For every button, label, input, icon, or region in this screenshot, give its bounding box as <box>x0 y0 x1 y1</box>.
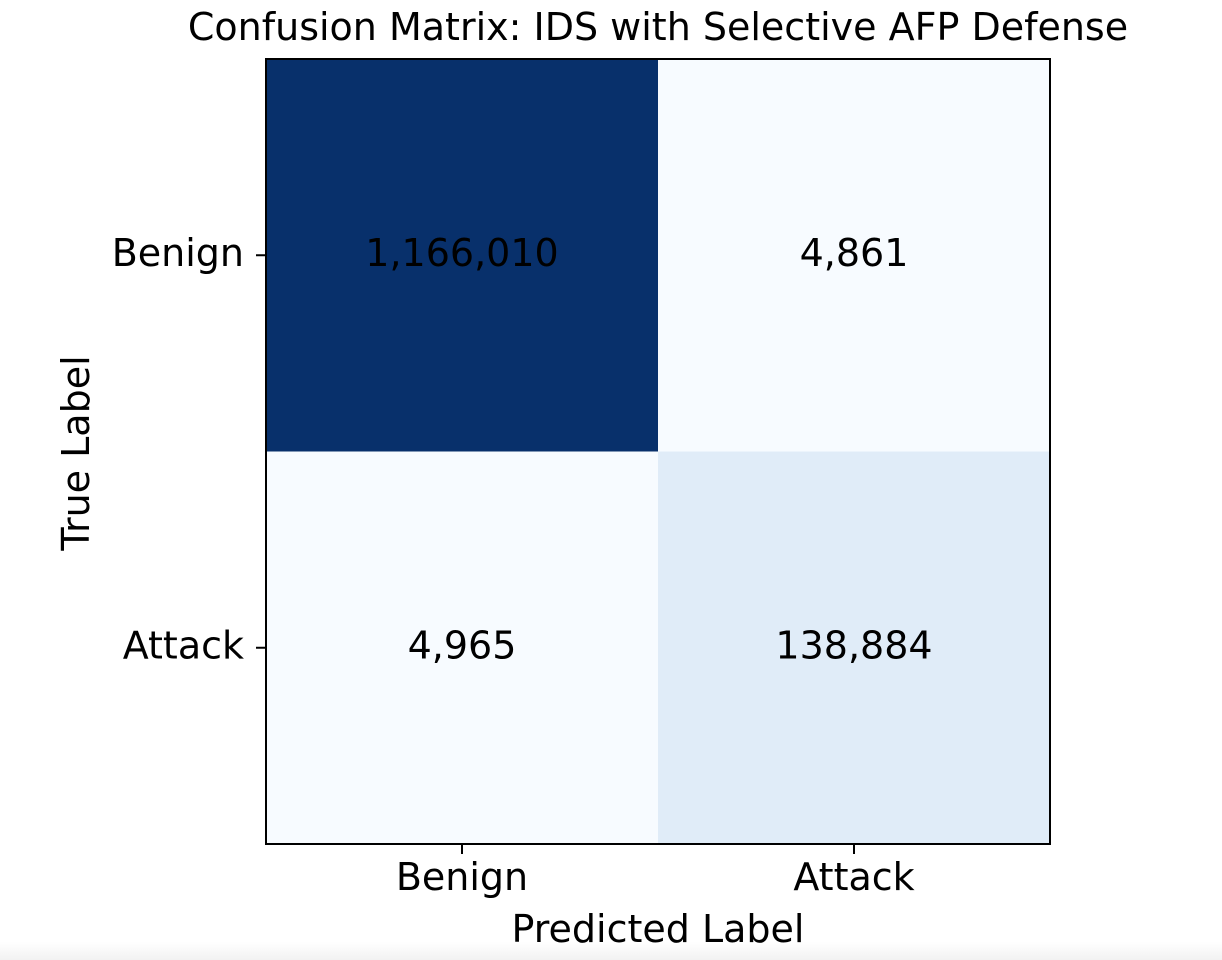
y-axis-label: True Label <box>54 355 98 551</box>
y-axis-ticks: Benign Attack <box>112 231 266 667</box>
plot-frame <box>265 58 1051 845</box>
cell-value-label-benign-benign: 1,166,010 <box>365 231 558 275</box>
cell-value-label-attack-benign: 4,965 <box>408 623 517 667</box>
matrix-cell-attack-benign <box>266 451 658 844</box>
y-tick-label-attack: Attack <box>123 623 244 667</box>
cell-value-label-benign-attack: 4,861 <box>800 231 909 275</box>
matrix-cell-benign-benign <box>266 59 658 452</box>
matrix-cell-benign-attack <box>658 59 1050 452</box>
cell-value-label-attack-attack: 138,884 <box>775 623 932 667</box>
chart-title: Confusion Matrix: IDS with Selective AFP… <box>188 5 1128 49</box>
y-tick-label-benign: Benign <box>112 231 244 275</box>
x-tick-label-benign: Benign <box>396 855 528 899</box>
matrix-cells <box>266 59 1050 844</box>
x-axis-ticks: Benign Attack <box>396 844 915 899</box>
cell-value-labels: 1,166,010 4,861 4,965 138,884 <box>365 231 932 668</box>
matrix-cell-attack-attack <box>658 451 1050 844</box>
bottom-edge-shade <box>0 942 1222 960</box>
x-tick-label-attack: Attack <box>793 855 914 899</box>
